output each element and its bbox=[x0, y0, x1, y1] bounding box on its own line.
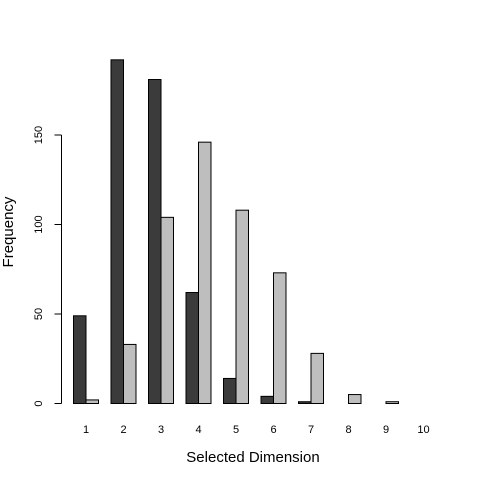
y-tick-label: 0 bbox=[33, 400, 45, 406]
x-tick-label: 7 bbox=[308, 424, 314, 436]
bar-7-series-2 bbox=[310, 352, 324, 405]
y-axis-title: Frequency bbox=[0, 196, 17, 267]
x-tick-label: 3 bbox=[158, 424, 164, 436]
bar-4-series-2 bbox=[198, 141, 212, 404]
bar-5-series-1 bbox=[223, 377, 237, 405]
y-tick-label: 150 bbox=[33, 126, 45, 144]
x-tick-label: 9 bbox=[383, 424, 389, 436]
x-tick-label: 8 bbox=[345, 424, 351, 436]
bar-4-series-1 bbox=[185, 292, 199, 404]
bar-7-series-1 bbox=[298, 401, 312, 404]
bar-1-series-1 bbox=[73, 315, 87, 405]
bar-2-series-2 bbox=[123, 343, 137, 404]
bar-2-series-1 bbox=[110, 59, 124, 404]
x-tick-label: 10 bbox=[417, 424, 429, 436]
x-tick-label: 5 bbox=[233, 424, 239, 436]
x-axis-labels: 1 2 3 4 5 6 7 8 9 10 bbox=[83, 424, 430, 436]
bars-group bbox=[73, 59, 399, 405]
y-tick-label: 50 bbox=[33, 308, 45, 320]
bar-6-series-1 bbox=[260, 395, 274, 404]
x-tick-label: 6 bbox=[270, 424, 276, 436]
bar-1-series-2 bbox=[85, 399, 99, 405]
x-tick-label: 4 bbox=[195, 424, 201, 436]
bar-9-series-2 bbox=[385, 401, 399, 404]
x-tick-label: 2 bbox=[120, 424, 126, 436]
y-tick-label: 100 bbox=[33, 215, 45, 233]
bar-8-series-2 bbox=[348, 394, 362, 404]
bar-3-series-2 bbox=[160, 216, 174, 404]
bar-5-series-2 bbox=[235, 209, 249, 404]
bar-3-series-1 bbox=[148, 79, 162, 404]
x-tick-label: 1 bbox=[83, 424, 89, 436]
x-axis-title: Selected Dimension bbox=[186, 449, 319, 466]
y-axis: 0 50 100 150 bbox=[33, 126, 62, 407]
bar-6-series-2 bbox=[273, 272, 287, 404]
